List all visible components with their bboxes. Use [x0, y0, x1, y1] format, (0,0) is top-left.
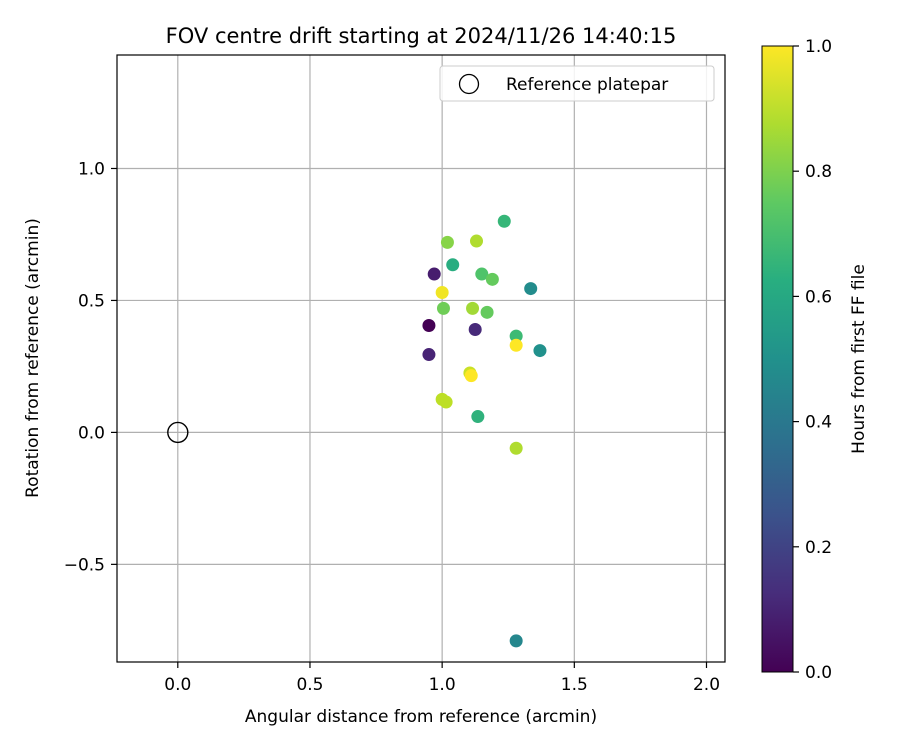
y-axis-ticks: −0.5 0.0 0.5 1.0: [64, 159, 117, 575]
colorbar-tick-label: 0.4: [805, 413, 832, 433]
scatter-point: [466, 301, 480, 315]
x-tick-label: 0.0: [164, 675, 191, 695]
x-tick-label: 2.0: [693, 675, 720, 695]
scatter-point: [480, 305, 494, 319]
scatter-point: [471, 410, 485, 424]
colorbar-label: Hours from first FF file: [849, 264, 869, 454]
scatter-point: [464, 369, 478, 383]
scatter-point: [475, 267, 489, 281]
scatter-point: [439, 395, 453, 409]
legend-marker-icon: [458, 73, 480, 95]
x-axis-label: Angular distance from reference (arcmin): [245, 707, 597, 727]
scatter-point: [485, 272, 499, 286]
colorbar-ticks: 0.0 0.2 0.4 0.6 0.8 1.0: [793, 37, 832, 683]
reference-point: [167, 421, 189, 444]
scatter-point: [509, 441, 523, 455]
scatter-point: [509, 329, 523, 343]
x-tick-label: 0.5: [296, 675, 323, 695]
scatter-point: [436, 301, 450, 315]
scatter-point: [422, 348, 436, 362]
scatter-point: [422, 319, 436, 333]
scatter-point: [509, 338, 523, 352]
scatter-point: [440, 235, 454, 249]
x-tick-label: 1.0: [429, 675, 456, 695]
scatter-point: [524, 282, 538, 296]
y-tick-label: −0.5: [64, 555, 105, 575]
legend-entry-label: Reference platepar: [506, 75, 668, 95]
x-tick-label: 1.5: [561, 675, 588, 695]
scatter-point: [509, 634, 523, 648]
scatter-point: [470, 234, 484, 248]
legend: Reference platepar: [439, 65, 715, 102]
scatter-point: [468, 322, 482, 336]
colorbar-tick-label: 1.0: [805, 37, 832, 57]
colorbar-tick-label: 0.6: [805, 287, 832, 307]
points-layer: [167, 214, 547, 648]
legend-box: [439, 65, 715, 102]
scatter-point: [446, 258, 460, 272]
x-axis-ticks: 0.0 0.5 1.0 1.5 2.0: [164, 662, 720, 695]
colorbar-tick-label: 0.2: [805, 538, 832, 558]
chart-title: FOV centre drift starting at 2024/11/26 …: [166, 24, 677, 48]
scatter-point: [427, 267, 441, 281]
y-tick-label: 0.5: [78, 291, 105, 311]
colorbar: 0.0 0.2 0.4 0.6 0.8 1.0 Hours from first FF f…: [761, 37, 869, 683]
scatter-point: [533, 344, 547, 358]
y-tick-label: 0.0: [78, 423, 105, 443]
grid-layer: [117, 55, 725, 662]
scatter-point: [435, 286, 449, 300]
colorbar-tick-label: 0.8: [805, 162, 832, 182]
scatter-point: [497, 214, 511, 228]
y-axis-label: Rotation from reference (arcmin): [23, 218, 43, 498]
y-tick-label: 1.0: [78, 159, 105, 179]
plot-frame: [116, 54, 726, 663]
colorbar-gradient: [761, 45, 794, 673]
colorbar-tick-label: 0.0: [805, 663, 832, 683]
